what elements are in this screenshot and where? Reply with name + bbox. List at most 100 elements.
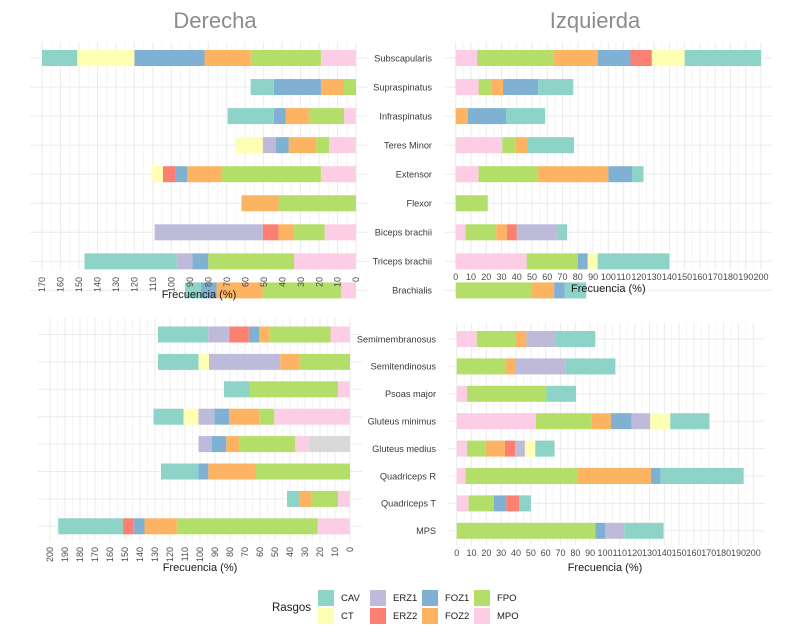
- bar-segment-mps-fpo: [176, 518, 318, 535]
- tick-label: 190: [731, 548, 746, 558]
- bar-segment-brachialis-fpo: [455, 282, 533, 299]
- bar-quadriceps-r: [161, 463, 350, 480]
- legend-swatch-mpo: [474, 608, 490, 624]
- bar-segment-flexor-fpo: [455, 195, 488, 212]
- tick-label: 20: [481, 272, 491, 282]
- category-label: Semimembranosus: [357, 334, 437, 344]
- bar-segment-biceps-brachii-foz2: [278, 224, 295, 241]
- bar-semimembranosus: [158, 326, 350, 343]
- bar-segment-biceps-brachii-fpo: [465, 224, 497, 241]
- bar-segment-supraspinatus-cav: [250, 79, 274, 96]
- bar-segment-quadriceps-r-mpo: [456, 468, 466, 484]
- legend-label-mpo: MPO: [497, 611, 519, 622]
- bar-segment-infraspinatus-foz2: [455, 108, 468, 125]
- category-label: Subscapularis: [374, 53, 432, 63]
- bar-segment-gluteus-minimus-foz2: [229, 408, 260, 425]
- tick-label: 130: [111, 277, 121, 292]
- tick-label: 40: [512, 272, 522, 282]
- tick-label: 110: [148, 277, 158, 291]
- bar-segment-infraspinatus-foz1: [467, 108, 507, 125]
- tick-label: 150: [74, 277, 84, 292]
- bar-gluteus-minimus: [153, 408, 350, 425]
- bar-segment-psoas-major-mpo: [456, 385, 468, 402]
- tick-label: 80: [225, 547, 235, 557]
- tick-label: 50: [526, 548, 536, 558]
- tick-label: 170: [701, 548, 716, 558]
- bar-segment-semitendinosus-foz2: [505, 358, 517, 375]
- tick-label: 200: [753, 272, 768, 282]
- bar-segment-triceps-brachii-foz1: [192, 253, 209, 270]
- bar-segment-subscapularis-foz1: [134, 50, 205, 66]
- legend-swatch-erz2: [370, 608, 386, 624]
- bar-segment-biceps-brachii-erz2: [262, 224, 279, 241]
- tick-label: 120: [130, 277, 140, 292]
- bar-segment-triceps-brachii-fpo: [208, 253, 295, 270]
- bar-segment-mps-erz1: [605, 522, 625, 539]
- tick-label: 190: [738, 272, 753, 282]
- bar-segment-semitendinosus-cav: [565, 358, 616, 375]
- tick-label: 80: [573, 272, 583, 282]
- bar-segment-infraspinatus-foz2: [285, 108, 309, 125]
- bar-segment-gluteus-minimus-ct: [183, 408, 199, 425]
- bar-segment-teres-minor-erz1: [262, 137, 276, 154]
- bar-segment-gluteus-medius-ct: [524, 440, 536, 457]
- category-label: Gluteus minimus: [368, 417, 437, 427]
- bar-segment-subscapularis-foz2: [554, 50, 598, 66]
- legend-label-cav: CAV: [341, 593, 360, 604]
- tick-label: 30: [496, 548, 506, 558]
- bar-segment-biceps-brachii-fpo: [294, 224, 325, 241]
- bar-segment-semimembranosus-foz1: [248, 326, 260, 343]
- bar-segment-quadriceps-r-foz2: [577, 468, 651, 484]
- bar-segment-semimembranosus-mpo: [456, 331, 477, 347]
- bar-segment-gluteus-medius-foz2: [226, 436, 240, 453]
- bar-mps: [58, 518, 350, 535]
- legend-swatch-foz1: [422, 590, 438, 606]
- bar-segment-gluteus-medius-na: [308, 436, 350, 453]
- tick-label: 130: [642, 548, 657, 558]
- bar-supraspinatus: [455, 79, 574, 96]
- tick-label: 180: [716, 548, 731, 558]
- bar-segment-semimembranosus-mpo: [330, 326, 350, 343]
- legend-label-erz2: ERZ2: [393, 611, 417, 622]
- tick-label: 110: [616, 272, 630, 282]
- bar-biceps-brachii: [455, 224, 568, 241]
- tick-label: 150: [672, 548, 687, 558]
- bar-segment-supraspinatus-foz1: [273, 79, 321, 96]
- bar-segment-subscapularis-cav: [42, 50, 78, 66]
- tick-label: 10: [467, 548, 477, 558]
- bar-biceps-brachii: [154, 224, 356, 241]
- bar-gluteus-medius: [198, 436, 350, 453]
- tick-label: 70: [556, 548, 566, 558]
- bar-segment-semitendinosus-foz2: [280, 353, 300, 370]
- category-label: Brachialis: [392, 286, 432, 296]
- bar-segment-subscapularis-fpo: [477, 50, 555, 66]
- tick-label: 170: [708, 272, 723, 282]
- panel-top-left: 170 160 150 140 130 120 110 100 90 80 70 60 50 40 30 20…: [30, 42, 368, 301]
- bar-segment-semimembranosus-fpo: [269, 326, 331, 343]
- tick-label: 160: [692, 272, 707, 282]
- tick-label: 200: [746, 548, 761, 558]
- grid: [448, 323, 765, 545]
- bar-segment-gluteus-medius-erz1: [198, 436, 212, 453]
- bar-segment-mps-cav: [58, 518, 123, 535]
- bar-segment-gluteus-minimus-foz1: [214, 408, 230, 425]
- bar-segment-gluteus-medius-mpo: [456, 440, 468, 457]
- bar-segment-brachialis-foz1: [200, 282, 217, 299]
- bar-segment-extensor-cav: [632, 166, 644, 183]
- bar-segment-supraspinatus-fpo: [478, 79, 491, 96]
- bar-segment-teres-minor-foz2: [515, 137, 528, 154]
- tick-label: 100: [601, 272, 616, 282]
- bar-segment-semimembranosus-fpo: [476, 331, 517, 347]
- category-label: Gluteus medius: [372, 444, 436, 454]
- bar-segment-extensor-mpo: [320, 166, 356, 183]
- bar-segment-quadriceps-t-erz2: [506, 495, 519, 512]
- tick-label: 120: [165, 547, 175, 562]
- bar-semimembranosus: [456, 331, 596, 347]
- tick-label: 30: [300, 547, 310, 557]
- title-izquierda: Izquierda: [550, 8, 641, 33]
- bar-segment-semitendinosus-cav: [158, 353, 199, 370]
- category-label: Biceps brachii: [375, 228, 432, 238]
- tick-label: 140: [662, 272, 677, 282]
- tick-label: 50: [259, 277, 269, 287]
